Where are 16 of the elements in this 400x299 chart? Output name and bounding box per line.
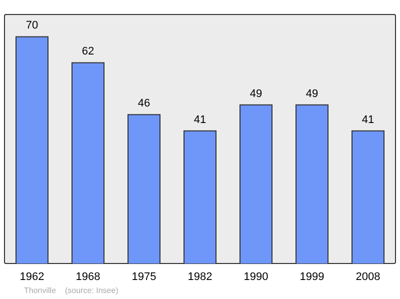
text: Thonville [24,286,56,295]
x-tick-label: 1999 [300,270,324,283]
x-tick-label: 1962 [20,270,44,283]
text: (source: Insee) [65,286,118,295]
x-tick-label: 1975 [132,270,156,283]
x-tick-label: 1968 [76,270,100,283]
data-label: 62 [82,46,94,58]
data-label: 49 [250,88,262,100]
data-label: 70 [26,20,38,32]
x-tick-label: 1990 [244,270,268,283]
data-label: 41 [362,114,374,126]
data-label: 41 [194,114,206,126]
data-label: 49 [306,88,318,100]
x-tick-label: 1982 [188,270,212,283]
data-label: 46 [138,98,150,110]
x-tick-label: 2008 [356,270,380,283]
